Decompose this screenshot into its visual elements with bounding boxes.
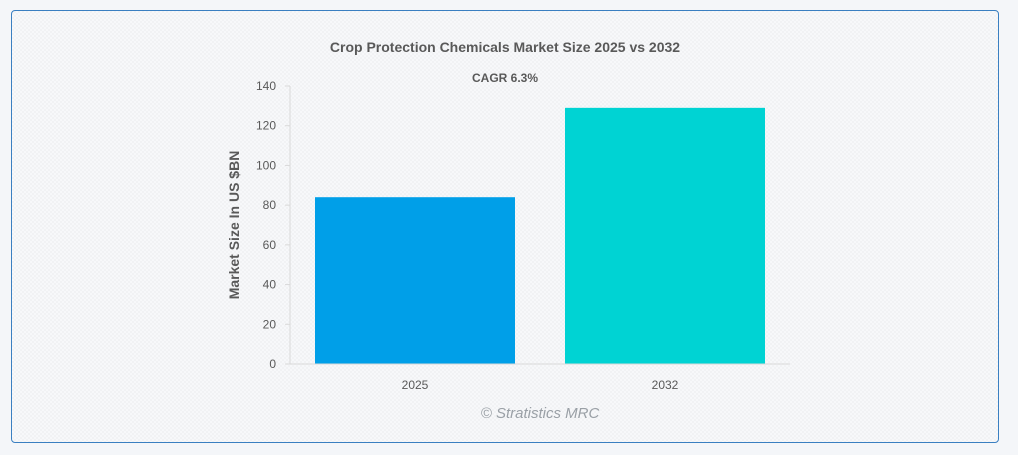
y-tick-label: 140 — [256, 79, 276, 93]
chart-title: Crop Protection Chemicals Market Size 20… — [330, 39, 680, 55]
watermark: © Stratistics MRC — [481, 405, 600, 422]
y-tick-label: 20 — [263, 317, 277, 331]
x-axis: 2025 2032 — [290, 363, 790, 392]
y-tick-label: 100 — [256, 158, 276, 172]
y-axis-label: Market Size In US $BN — [226, 151, 242, 300]
y-tick-label: 0 — [269, 357, 276, 371]
y-tick-label: 120 — [256, 119, 276, 133]
bars — [315, 107, 765, 364]
x-tick-label: 2025 — [402, 378, 429, 392]
y-tick-label: 40 — [263, 278, 277, 292]
y-tick-label: 60 — [263, 238, 277, 252]
bar-2025 — [315, 197, 515, 364]
y-tick-label: 80 — [263, 198, 277, 212]
y-axis: 0 20 40 60 80 100 120 140 — [256, 79, 291, 371]
chart-subtitle: CAGR 6.3% — [472, 71, 538, 85]
x-tick-label: 2032 — [652, 378, 679, 392]
bar-2032 — [565, 107, 765, 364]
